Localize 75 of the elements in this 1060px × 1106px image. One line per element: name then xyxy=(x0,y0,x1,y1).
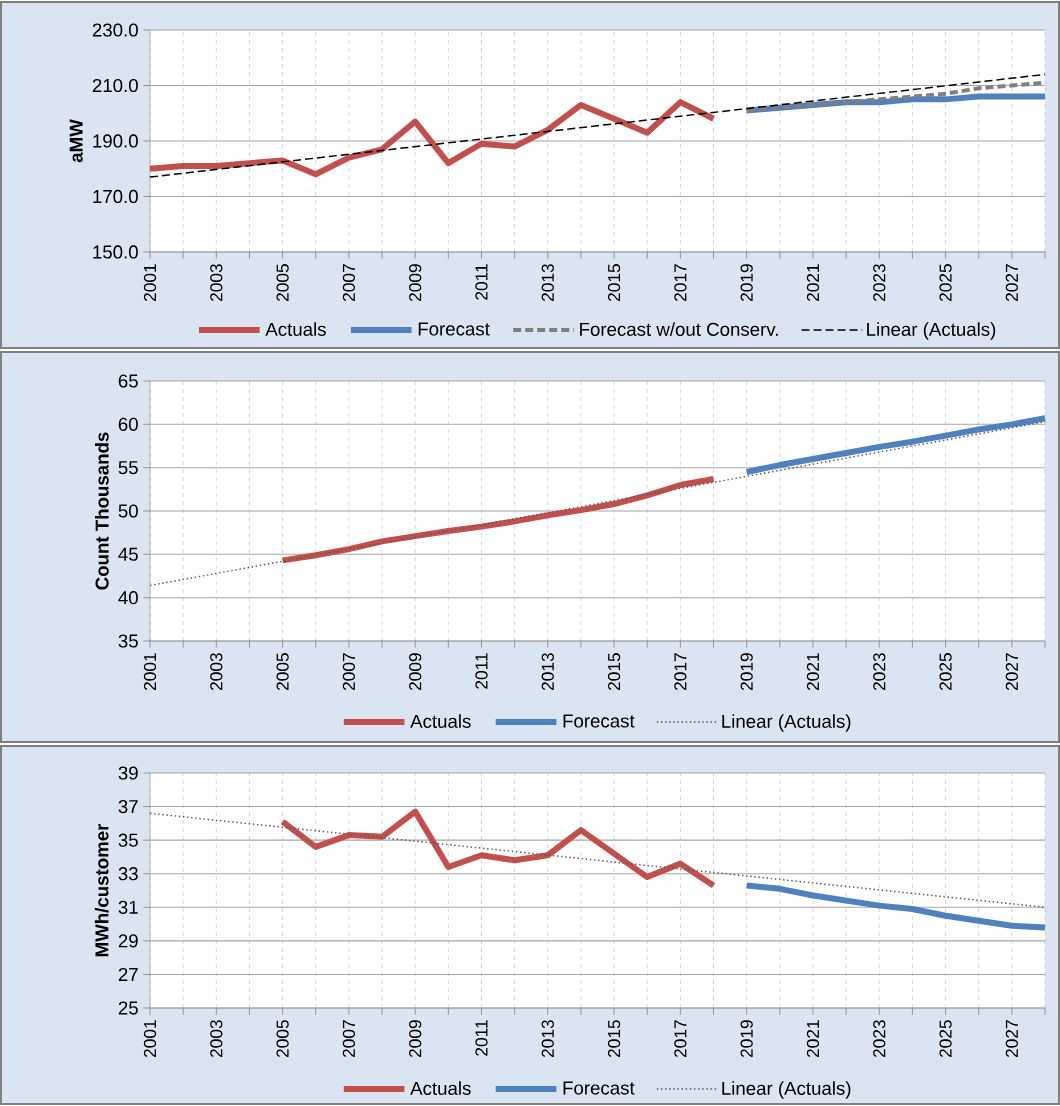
legend-label: Actuals xyxy=(410,1081,471,1095)
y-tick-label: 230.0 xyxy=(92,23,138,37)
x-tick-label: 2027 xyxy=(1005,1020,1018,1058)
x-tick-label: 2009 xyxy=(409,1020,422,1058)
y-tick-label: 55 xyxy=(118,461,138,475)
x-tick-label: 2017 xyxy=(674,653,687,691)
legend-label: Linear (Actuals) xyxy=(722,1081,851,1099)
legend-label: Linear (Actuals) xyxy=(722,714,851,732)
x-tick-label: 2027 xyxy=(1005,264,1018,302)
x-tick-label: 2023 xyxy=(873,653,886,691)
x-tick-label: 2025 xyxy=(939,653,952,691)
x-tick-label: 2017 xyxy=(674,1020,687,1058)
x-tick-label: 2015 xyxy=(607,1020,621,1058)
x-tick-label: 2009 xyxy=(409,653,422,691)
y-tick-label: 37 xyxy=(118,799,138,814)
x-tick-label: 2005 xyxy=(276,264,289,302)
x-tick-label: 2007 xyxy=(342,264,356,302)
x-tick-label: 2011 xyxy=(475,1020,488,1056)
y-tick-label: 35 xyxy=(118,634,138,648)
legend-label: Linear (Actuals) xyxy=(867,322,996,340)
y-tick-label: 150.0 xyxy=(93,245,138,259)
x-tick-label: 2027 xyxy=(1005,653,1018,691)
x-tick-label: 2007 xyxy=(342,1020,356,1058)
y-tick-label: 45 xyxy=(118,547,138,561)
x-tick-label: 2025 xyxy=(939,1020,952,1058)
legend-label: Forecast xyxy=(418,322,490,336)
y-tick-label: 65 xyxy=(118,374,138,388)
y-axis-title: MWh/customer xyxy=(94,823,109,957)
x-tick-label: 2011 xyxy=(475,264,488,300)
x-tick-label: 2003 xyxy=(210,653,223,691)
y-tick-label: 170.0 xyxy=(93,189,138,204)
y-tick-label: 39 xyxy=(118,766,138,780)
legend-label: Forecast xyxy=(563,1081,635,1095)
x-tick-label: 2015 xyxy=(607,653,621,691)
y-tick-label: 190.0 xyxy=(93,134,138,148)
x-tick-label: 2003 xyxy=(210,1020,223,1058)
y-tick-label: 50 xyxy=(118,504,138,518)
legend-label: Actuals xyxy=(265,322,326,336)
x-tick-label: 2005 xyxy=(276,653,289,691)
x-tick-label: 2025 xyxy=(939,264,952,302)
x-tick-label: 2023 xyxy=(873,264,886,302)
x-tick-label: 2021 xyxy=(806,1020,820,1058)
y-tick-label: 25 xyxy=(118,1001,138,1015)
y-tick-label: 33 xyxy=(118,867,138,881)
x-tick-label: 2017 xyxy=(674,264,687,302)
x-tick-label: 2001 xyxy=(143,653,157,691)
x-tick-label: 2013 xyxy=(541,264,554,302)
x-tick-label: 2015 xyxy=(607,264,621,302)
y-tick-label: 210.0 xyxy=(92,78,138,93)
x-tick-label: 2019 xyxy=(740,264,753,302)
y-axis-title: aMW xyxy=(69,119,83,163)
y-axis-title: Count Thousands xyxy=(94,432,109,590)
x-tick-label: 2007 xyxy=(342,653,356,691)
y-tick-label: 29 xyxy=(118,934,138,948)
x-tick-label: 2009 xyxy=(409,264,422,302)
x-tick-label: 2001 xyxy=(143,264,157,302)
x-tick-label: 2011 xyxy=(475,653,488,689)
y-tick-label: 60 xyxy=(118,417,138,431)
x-tick-label: 2021 xyxy=(806,653,820,691)
x-tick-label: 2003 xyxy=(210,264,223,302)
x-tick-label: 2019 xyxy=(740,653,753,691)
x-tick-label: 2019 xyxy=(740,1020,753,1058)
legend-label: Actuals xyxy=(410,714,471,728)
y-tick-label: 35 xyxy=(118,833,138,847)
legend-label: Forecast xyxy=(563,714,635,728)
x-tick-label: 2013 xyxy=(541,653,554,691)
y-tick-label: 40 xyxy=(118,591,138,605)
x-tick-label: 2021 xyxy=(806,264,820,302)
x-tick-label: 2023 xyxy=(873,1020,886,1058)
legend-label: Forecast w/out Conserv. xyxy=(580,322,778,336)
y-tick-label: 31 xyxy=(118,900,138,914)
x-tick-label: 2001 xyxy=(143,1020,157,1058)
x-tick-label: 2013 xyxy=(541,1020,554,1058)
y-tick-label: 27 xyxy=(118,967,138,981)
x-tick-label: 2005 xyxy=(276,1020,289,1058)
